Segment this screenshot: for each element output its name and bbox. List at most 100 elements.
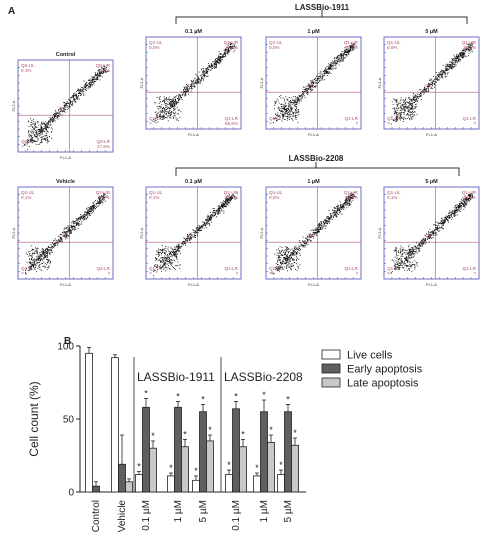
significance-marker: * [201,394,205,404]
quadrant-label-lr: Q1-LR? [344,266,358,276]
quadrant-center-label: Q0 [59,106,66,111]
quadrant-label-ul: Q1-UL 0,0% [149,40,163,50]
quadrant-label-ul: Q2-UL 0,1% [21,190,35,200]
panel-b-letter: B [64,336,71,347]
x-tick-label: 0.1 µM [141,500,152,531]
dot-plot-2: 0.1 µM Q1-UL 0,0% Q1-UR 23,4% Q1-LL ? Q1-LR 66,6… [139,29,242,137]
legend-label: Early apoptosis [347,364,423,376]
significance-marker: * [279,460,283,470]
bar-late-apoptosis [291,444,299,493]
significance-marker: * [241,429,245,439]
legend-swatch [321,349,341,360]
dot-plot-6: 0.1 µM Q1-UL 0,1% Q1-UR 22,2% Q1-LL ? Q1-LR ? Q1 F… [139,179,242,287]
dot-cloud [390,192,474,275]
dot-plot-title: 1 µM [307,29,320,35]
quadrant-label-lr: Q1-LR? [462,266,476,276]
significance-marker: * [255,463,259,473]
group-annotation-2208: LASSBio-2208 [224,370,303,384]
quadrant-center-label: Q1 [307,233,314,238]
bracket-lassbio-2208 [175,162,460,176]
dot-plot-y-label: FL2-A [139,227,144,238]
dot-cloud [25,193,108,275]
dot-plot-title: 0.1 µM [185,179,202,185]
significance-marker: * [208,425,212,435]
x-tick-label: 5 µM [198,500,209,522]
dot-cloud [152,41,236,124]
bar-early-apoptosis [260,411,268,493]
significance-marker: * [286,394,290,404]
dot-plot-title: 0.1 µM [185,29,202,35]
bar-live-cells [111,357,119,493]
dot-plot-x-label: FL1-A [308,282,319,287]
x-tick-label: 1 µM [173,500,184,522]
x-tick-label: 5 µM [283,500,294,522]
dot-plot-y-label: FL2-A [259,77,264,88]
quadrant-label-ul: Q1-UL 0,1% [387,190,401,200]
quadrant-label-ll: Q1-LL? [269,266,282,276]
quadrant-label-ur: Q1-UR 30,8% [462,40,477,50]
quadrant-label-ll: Q1-LL? [387,116,400,126]
y-tick-label: 50 [63,415,75,426]
bar-live-cells [85,352,93,493]
bar-early-apoptosis [92,485,100,493]
significance-marker: * [176,391,180,401]
quadrant-label-ll: Q0-LL? [21,139,34,149]
y-axis-label: Cell count (%) [27,381,41,456]
significance-marker: * [169,463,173,473]
bar-live-cells [192,479,200,493]
bar-early-apoptosis [199,411,207,493]
dot-plot-5: Vehicle Q2-UL 0,1% Q2-UR 0,?% Q2-LL ? Q2-LR ? Q2 F… [11,179,114,287]
dot-plot-4: 5 µM Q1-UL 0,0% Q1-UR 30,8% Q1-LL ? Q1-LR ? Q1 FL1… [377,29,480,137]
legend: Live cells Early apoptosis Late apoptosis [321,349,423,390]
quadrant-label-ul: Q1-UL 0,0% [269,40,283,50]
quadrant-label-ul: Q1-UL 0,1% [149,190,163,200]
quadrant-label-lr: Q0-LR 1?,6% [96,139,110,149]
quadrant-label-ur: Q2-UR 0,?% [96,190,111,200]
dot-plot-1: Control Q0-UL 0,1% Q0-UR 0,0% Q0-LL ? Q0-LR 1?,6… [11,52,114,160]
bar-late-apoptosis [125,481,133,493]
dot-cloud [273,42,357,123]
bar-live-cells [253,475,261,493]
dot-cloud [24,65,109,150]
x-tick-label: Vehicle [117,500,128,533]
bar-late-apoptosis [181,446,189,493]
dot-plot-title: Vehicle [56,179,75,185]
legend-swatch [321,377,341,388]
quadrant-label-ur: Q1-UR 28,6% [344,40,359,50]
legend-label: Live cells [347,350,393,362]
significance-marker: * [234,391,238,401]
quadrant-label-lr: Q2-LR? [96,266,110,276]
quadrant-label-ul: Q0-UL 0,1% [21,63,35,73]
significance-marker: * [194,466,198,476]
quadrant-label-lr: Q1-LR? [224,266,238,276]
significance-marker: * [227,460,231,470]
dot-plot-x-label: FL1-A [60,282,71,287]
flow-plots: Control Q0-UL 0,1% Q0-UR 0,0% Q0-LL ? Q0-LR 1?,6… [11,29,480,287]
bar-early-apoptosis [118,463,126,493]
bar-early-apoptosis [232,408,240,493]
significance-marker: * [269,425,273,435]
dot-plot-x-label: FL1-A [188,132,199,137]
dot-plot-y-label: FL2-A [11,227,16,238]
significance-marker: * [137,462,141,472]
quadrant-label-ll: Q2-LL? [21,266,34,276]
quadrant-center-label: Q1 [425,233,432,238]
quadrant-center-label: Q1 [187,233,194,238]
label-lassbio-2208: LASSBio-2208 [289,154,344,163]
group-annotation-1911: LASSBio-1911 [137,370,215,384]
quadrant-label-ll: Q1-LL? [387,266,400,276]
label-lassbio-1911: LASSBio-1911 [295,3,350,12]
quadrant-label-ur: Q1-UR 23,4% [224,40,239,50]
bar-late-apoptosis [239,446,247,493]
y-tick-label: 0 [68,488,74,499]
quadrant-label-ll: Q1-LL? [149,266,162,276]
bar-chart: 0 50 100 Cell count (%) Control Vehicle * * * 0.1… [27,342,423,533]
bar-early-apoptosis [284,411,292,493]
significance-marker: * [144,389,148,399]
dot-plot-y-label: FL2-A [11,100,16,111]
bar-late-apoptosis [149,447,157,493]
x-tick-label: 0.1 µM [231,500,242,531]
quadrant-label-ll: Q1-LL? [149,116,162,126]
dot-cloud [153,192,238,276]
quadrant-label-ul: Q1-UL 0,0% [269,190,283,200]
